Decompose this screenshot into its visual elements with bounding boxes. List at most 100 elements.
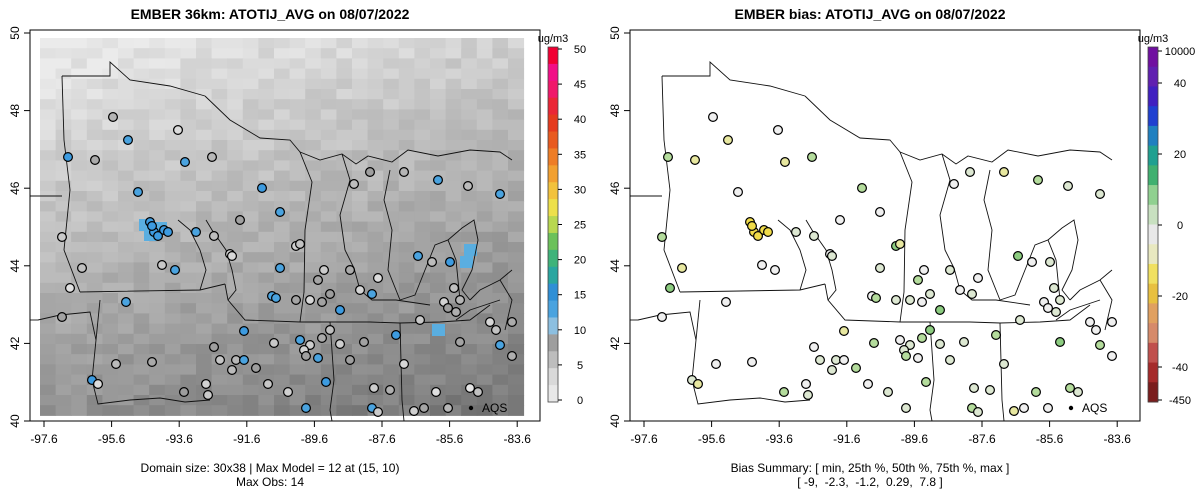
- model-grid-cell: [414, 242, 431, 253]
- colorbar-tick-label: 10: [574, 325, 586, 337]
- station-marker: [710, 359, 721, 370]
- model-grid-cell: [242, 201, 259, 212]
- model-grid-cell: [227, 405, 244, 416]
- colorbar-segment: [548, 131, 558, 149]
- station-marker: [419, 403, 430, 414]
- station-marker: [335, 339, 346, 350]
- model-grid-cell: [492, 333, 509, 345]
- model-grid-cell: [258, 221, 275, 233]
- station-marker: [455, 337, 466, 348]
- model-grid-cell: [289, 405, 306, 416]
- model-grid-cell: [55, 374, 72, 386]
- station-marker: [445, 257, 456, 268]
- model-grid-cell: [180, 221, 197, 233]
- model-grid-cell: [352, 89, 369, 100]
- model-grid-cell: [508, 48, 525, 59]
- model-grid-cell: [492, 354, 509, 365]
- station-marker: [664, 283, 675, 294]
- model-grid-cell: [320, 211, 337, 223]
- model-grid-cell: [461, 160, 478, 172]
- station-marker: [851, 363, 862, 374]
- model-grid-cell: [430, 48, 447, 59]
- model-grid-cell: [461, 99, 478, 110]
- model-grid-cell: [352, 68, 369, 80]
- model-grid-cell: [86, 180, 103, 192]
- model-grid-cell: [414, 170, 431, 182]
- model-grid-cell: [71, 78, 88, 90]
- model-grid-cell: [242, 58, 259, 70]
- station-marker: [355, 285, 366, 296]
- boundary-line: [1069, 269, 1113, 301]
- model-grid-cell: [492, 231, 509, 243]
- model-grid-cell: [445, 119, 462, 131]
- model-grid-cell: [320, 384, 337, 396]
- x-tick-label: -85.6: [1036, 432, 1064, 446]
- model-grid-cell: [149, 333, 166, 345]
- model-grid-cell: [289, 395, 306, 406]
- model-grid-cell: [227, 89, 244, 100]
- model-grid-cell: [55, 211, 72, 223]
- model-grid-cell: [508, 323, 525, 335]
- station-marker: [431, 387, 442, 398]
- colorbar-segment: [1148, 47, 1158, 68]
- model-grid-cell: [196, 160, 213, 172]
- model-grid-cell: [86, 78, 103, 90]
- model-grid-cell: [40, 364, 57, 376]
- model-grid-cell: [242, 364, 259, 376]
- model-grid-cell: [40, 38, 57, 49]
- model-grid-cell: [430, 333, 447, 345]
- model-grid-cell: [196, 109, 213, 121]
- colorbar-segment: [548, 334, 558, 352]
- model-grid-cell: [336, 405, 353, 416]
- station-marker: [791, 227, 802, 238]
- station-marker: [365, 167, 376, 178]
- station-marker: [455, 295, 466, 306]
- boundary-line: [679, 283, 826, 293]
- model-grid-cell: [180, 99, 197, 110]
- model-grid-cell: [383, 191, 400, 202]
- model-grid-cell: [414, 180, 431, 192]
- model-grid-cell: [352, 252, 369, 263]
- model-grid-cell: [242, 344, 259, 355]
- colorbar-tick-label: 50: [574, 44, 586, 56]
- model-grid-cell: [40, 221, 57, 233]
- colorbar-tick-label: 35: [574, 149, 586, 161]
- model-grid-cell: [71, 129, 88, 141]
- station-marker: [959, 337, 970, 348]
- model-grid-cell: [242, 395, 259, 406]
- model-grid-cell: [289, 150, 306, 161]
- model-grid-cell: [227, 191, 244, 202]
- model-grid-cell: [71, 395, 88, 406]
- station-marker: [275, 263, 286, 274]
- model-grid-cell: [55, 58, 72, 70]
- model-grid-cell: [305, 68, 322, 80]
- model-grid-cell: [258, 58, 275, 70]
- model-grid-cell: [289, 78, 306, 90]
- model-grid-cell: [242, 262, 259, 274]
- model-grid-cell: [414, 78, 431, 90]
- model-grid-cell: [71, 58, 88, 70]
- model-grid-cell: [242, 89, 259, 100]
- model-grid-cell: [118, 119, 135, 131]
- model-grid-cell: [367, 354, 384, 365]
- colorbar-tick-label: -40: [1172, 362, 1188, 374]
- model-grid-cell: [211, 150, 228, 161]
- model-grid-cell: [227, 395, 244, 406]
- station-marker: [763, 227, 774, 238]
- model-grid-cell: [289, 58, 306, 70]
- model-grid-cell: [196, 242, 213, 253]
- model-grid-cell: [289, 140, 306, 151]
- model-grid-cell: [227, 293, 244, 304]
- model-grid-cell: [461, 58, 478, 70]
- station-marker: [1107, 351, 1118, 362]
- model-grid-cell: [289, 180, 306, 192]
- model-grid-cell: [258, 282, 275, 294]
- model-grid-cell: [149, 38, 166, 49]
- station-marker: [399, 359, 410, 370]
- model-grid-cell: [118, 89, 135, 100]
- station-marker: [1043, 303, 1054, 314]
- model-grid-cell: [180, 313, 197, 325]
- model-grid-cell: [398, 99, 415, 110]
- model-grid-cell: [383, 68, 400, 80]
- station-marker: [147, 357, 158, 368]
